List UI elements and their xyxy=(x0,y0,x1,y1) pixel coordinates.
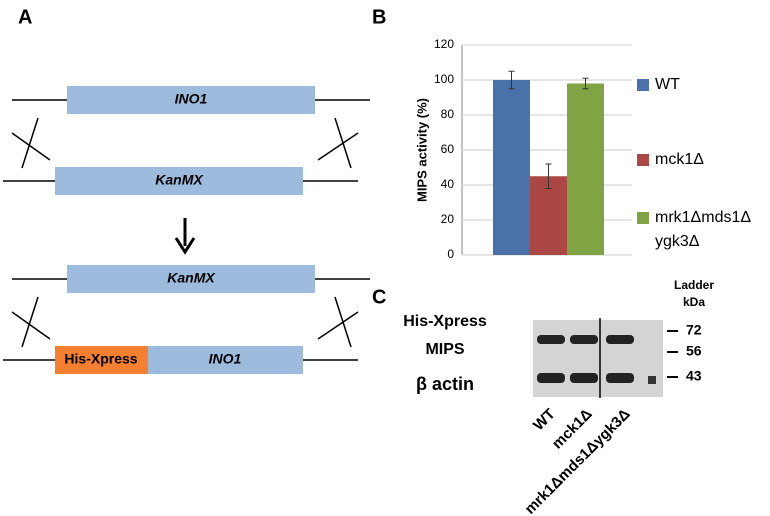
band xyxy=(606,373,634,383)
bar xyxy=(493,80,530,255)
error-bar xyxy=(582,77,589,90)
gene-label: KanMX xyxy=(167,270,216,286)
gene-box xyxy=(55,167,303,195)
y-tick-label: 20 xyxy=(441,212,455,226)
bar xyxy=(567,83,604,255)
legend-swatch xyxy=(637,154,649,166)
y-tick-label: 100 xyxy=(434,72,454,86)
legend-swatch xyxy=(637,79,649,91)
gene-label: KanMX xyxy=(155,172,204,188)
ladder-value: 43 xyxy=(686,368,702,384)
legend-swatch xyxy=(637,212,649,224)
blot-label: His-Xpress xyxy=(403,313,487,330)
band xyxy=(570,373,598,383)
blot-label: MIPS xyxy=(425,341,464,358)
y-axis-label: MIPS activity (%) xyxy=(414,98,429,202)
y-tick-label: 80 xyxy=(441,107,455,121)
ladder-title: Ladder xyxy=(674,278,714,292)
cross xyxy=(11,311,51,340)
cross xyxy=(317,132,359,161)
gene-box xyxy=(67,265,315,293)
legend-label: WT xyxy=(655,76,680,93)
ladder-unit: kDa xyxy=(683,295,705,309)
cross xyxy=(21,296,39,348)
band xyxy=(648,376,656,384)
blot-image xyxy=(533,320,663,397)
panel-label: A xyxy=(18,6,32,28)
gene-label: INO1 xyxy=(209,351,242,367)
error-bar xyxy=(508,70,515,90)
cross xyxy=(317,311,359,340)
legend-label: mrk1Δmds1Δ ygk3Δ xyxy=(655,209,751,250)
gene-box xyxy=(148,346,303,374)
y-tick-label: 40 xyxy=(441,177,455,191)
panel-label: C xyxy=(372,286,386,308)
y-tick-label: 60 xyxy=(441,142,455,156)
tag-label: His-Xpress xyxy=(64,351,137,367)
arrow-head xyxy=(174,237,196,255)
ladder-value: 56 xyxy=(686,343,702,359)
y-tick-label: 0 xyxy=(447,247,454,261)
panel-label: B xyxy=(372,6,386,28)
legend-label: mck1Δ xyxy=(655,151,704,168)
cross xyxy=(11,132,51,161)
cross xyxy=(21,117,39,169)
band xyxy=(570,335,598,344)
gene-box xyxy=(67,86,315,114)
band xyxy=(537,335,565,344)
error-bar xyxy=(545,163,552,189)
gene-label: INO1 xyxy=(175,91,208,107)
y-tick-label: 120 xyxy=(434,37,454,51)
bar xyxy=(530,176,567,255)
ladder-value: 72 xyxy=(686,322,702,338)
blot-label: β actin xyxy=(416,374,474,394)
lane-label: WT xyxy=(530,406,559,435)
band xyxy=(606,335,634,344)
tag-box xyxy=(55,346,148,374)
band xyxy=(537,373,565,383)
